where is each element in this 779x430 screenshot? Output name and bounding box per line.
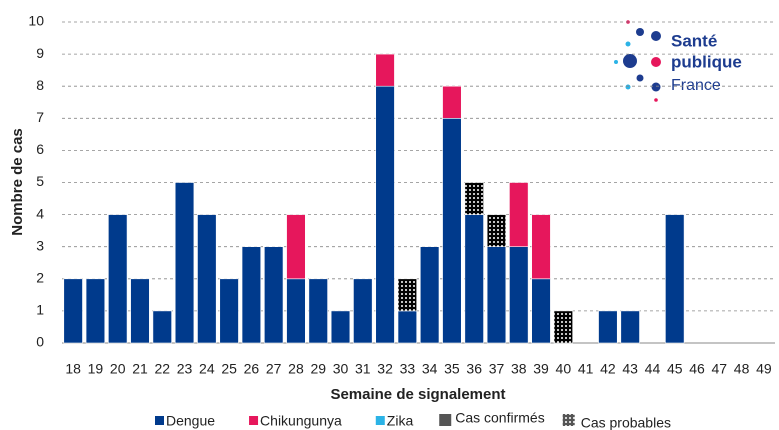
legend-swatch xyxy=(439,414,452,426)
bar-segment xyxy=(442,85,462,119)
x-tick-label: 23 xyxy=(177,361,193,377)
bar-segment xyxy=(63,278,83,344)
x-tick-label: 32 xyxy=(377,361,393,377)
x-tick-label: 43 xyxy=(622,361,638,377)
x-tick-label: 34 xyxy=(422,361,438,377)
x-tick-label: 24 xyxy=(199,361,215,377)
y-tick-label: 3 xyxy=(36,237,44,253)
bar-segment xyxy=(241,246,262,344)
x-tick-label: 19 xyxy=(88,361,104,377)
legend-swatch xyxy=(375,416,385,425)
x-tick-label: 40 xyxy=(556,361,572,377)
legend-label: Chikungunya xyxy=(260,413,342,429)
y-tick-label: 4 xyxy=(36,205,44,221)
bar-segment xyxy=(531,214,551,280)
bar-segment xyxy=(620,310,640,344)
x-tick-label: 48 xyxy=(734,361,750,377)
bar-segment xyxy=(419,246,440,344)
x-tick-label: 41 xyxy=(578,361,594,377)
bar-segment xyxy=(464,214,484,344)
x-tick-label: 37 xyxy=(489,361,505,377)
x-tick-label: 31 xyxy=(355,361,371,377)
bar-segment xyxy=(375,53,395,87)
x-tick-label: 46 xyxy=(689,361,705,377)
x-tick-label: 22 xyxy=(154,361,170,377)
y-tick-label: 2 xyxy=(36,270,44,286)
bar-segment xyxy=(308,278,328,344)
logo-text: Santé xyxy=(671,31,717,50)
bar-segment xyxy=(486,214,507,248)
x-tick-label: 30 xyxy=(333,361,349,377)
bar-segment xyxy=(509,246,529,344)
legend-label: Zika xyxy=(387,413,414,429)
bar-segment xyxy=(286,278,306,344)
y-tick-label: 1 xyxy=(36,302,44,318)
legend-label: Cas probables xyxy=(581,415,671,430)
x-tick-label: 29 xyxy=(310,361,326,377)
bar-segment xyxy=(108,214,128,344)
bar-segment xyxy=(397,310,418,344)
x-tick-label: 20 xyxy=(110,361,126,377)
y-tick-label: 0 xyxy=(36,334,44,350)
bar-segment xyxy=(397,278,418,312)
bar-segment xyxy=(219,278,239,344)
bar-segment xyxy=(85,278,106,344)
x-tick-label: 36 xyxy=(466,361,482,377)
bar-segment xyxy=(286,214,306,280)
y-tick-label: 6 xyxy=(36,141,44,157)
bar-segment xyxy=(442,118,462,344)
bar-segment xyxy=(464,182,484,215)
bar-segment xyxy=(174,182,195,344)
bar-segment xyxy=(486,246,507,344)
bar-segment xyxy=(353,278,373,344)
legend-label: Cas confirmés xyxy=(455,410,544,426)
x-tick-label: 38 xyxy=(511,361,527,377)
bar-segment xyxy=(509,182,529,247)
bar-segment xyxy=(375,85,395,344)
x-tick-label: 35 xyxy=(444,361,460,377)
y-tick-label: 9 xyxy=(36,45,44,61)
x-tick-label: 27 xyxy=(266,361,282,377)
x-tick-label: 28 xyxy=(288,361,304,377)
bar-segment xyxy=(665,214,685,344)
x-tick-label: 21 xyxy=(132,361,148,377)
x-tick-label: 39 xyxy=(533,361,549,377)
logo-text: publique xyxy=(671,52,742,71)
bar-segment xyxy=(152,310,172,344)
bar-segment xyxy=(598,310,618,344)
y-tick-label: 8 xyxy=(36,77,44,93)
bar-segment xyxy=(553,310,573,344)
bar-segment xyxy=(130,278,150,344)
y-tick-label: 10 xyxy=(28,13,44,29)
y-axis-title: Nombre de cas xyxy=(9,128,26,236)
x-axis-title: Semaine de signalement xyxy=(330,386,505,403)
y-tick-label: 7 xyxy=(36,109,44,125)
logo-text: France xyxy=(671,77,721,94)
x-tick-label: 44 xyxy=(645,361,661,377)
x-tick-label: 42 xyxy=(600,361,616,377)
x-tick-label: 18 xyxy=(65,361,81,377)
y-tick-label: 5 xyxy=(36,173,44,189)
x-tick-label: 26 xyxy=(244,361,260,377)
legend-label: Dengue xyxy=(166,413,215,429)
x-tick-label: 47 xyxy=(712,361,728,377)
bar-segment xyxy=(197,214,217,344)
logo: Santé publique France xyxy=(614,20,742,102)
legend-swatch xyxy=(562,414,575,426)
bar-segment xyxy=(330,310,351,344)
x-tick-label: 45 xyxy=(667,361,683,377)
x-tick-label: 33 xyxy=(400,361,416,377)
legend-swatch xyxy=(249,416,259,425)
bar-segment xyxy=(531,278,551,344)
x-tick-label: 25 xyxy=(221,361,237,377)
x-tick-label: 49 xyxy=(756,361,772,377)
legend-swatch xyxy=(155,416,164,425)
bar-segment xyxy=(264,246,284,344)
